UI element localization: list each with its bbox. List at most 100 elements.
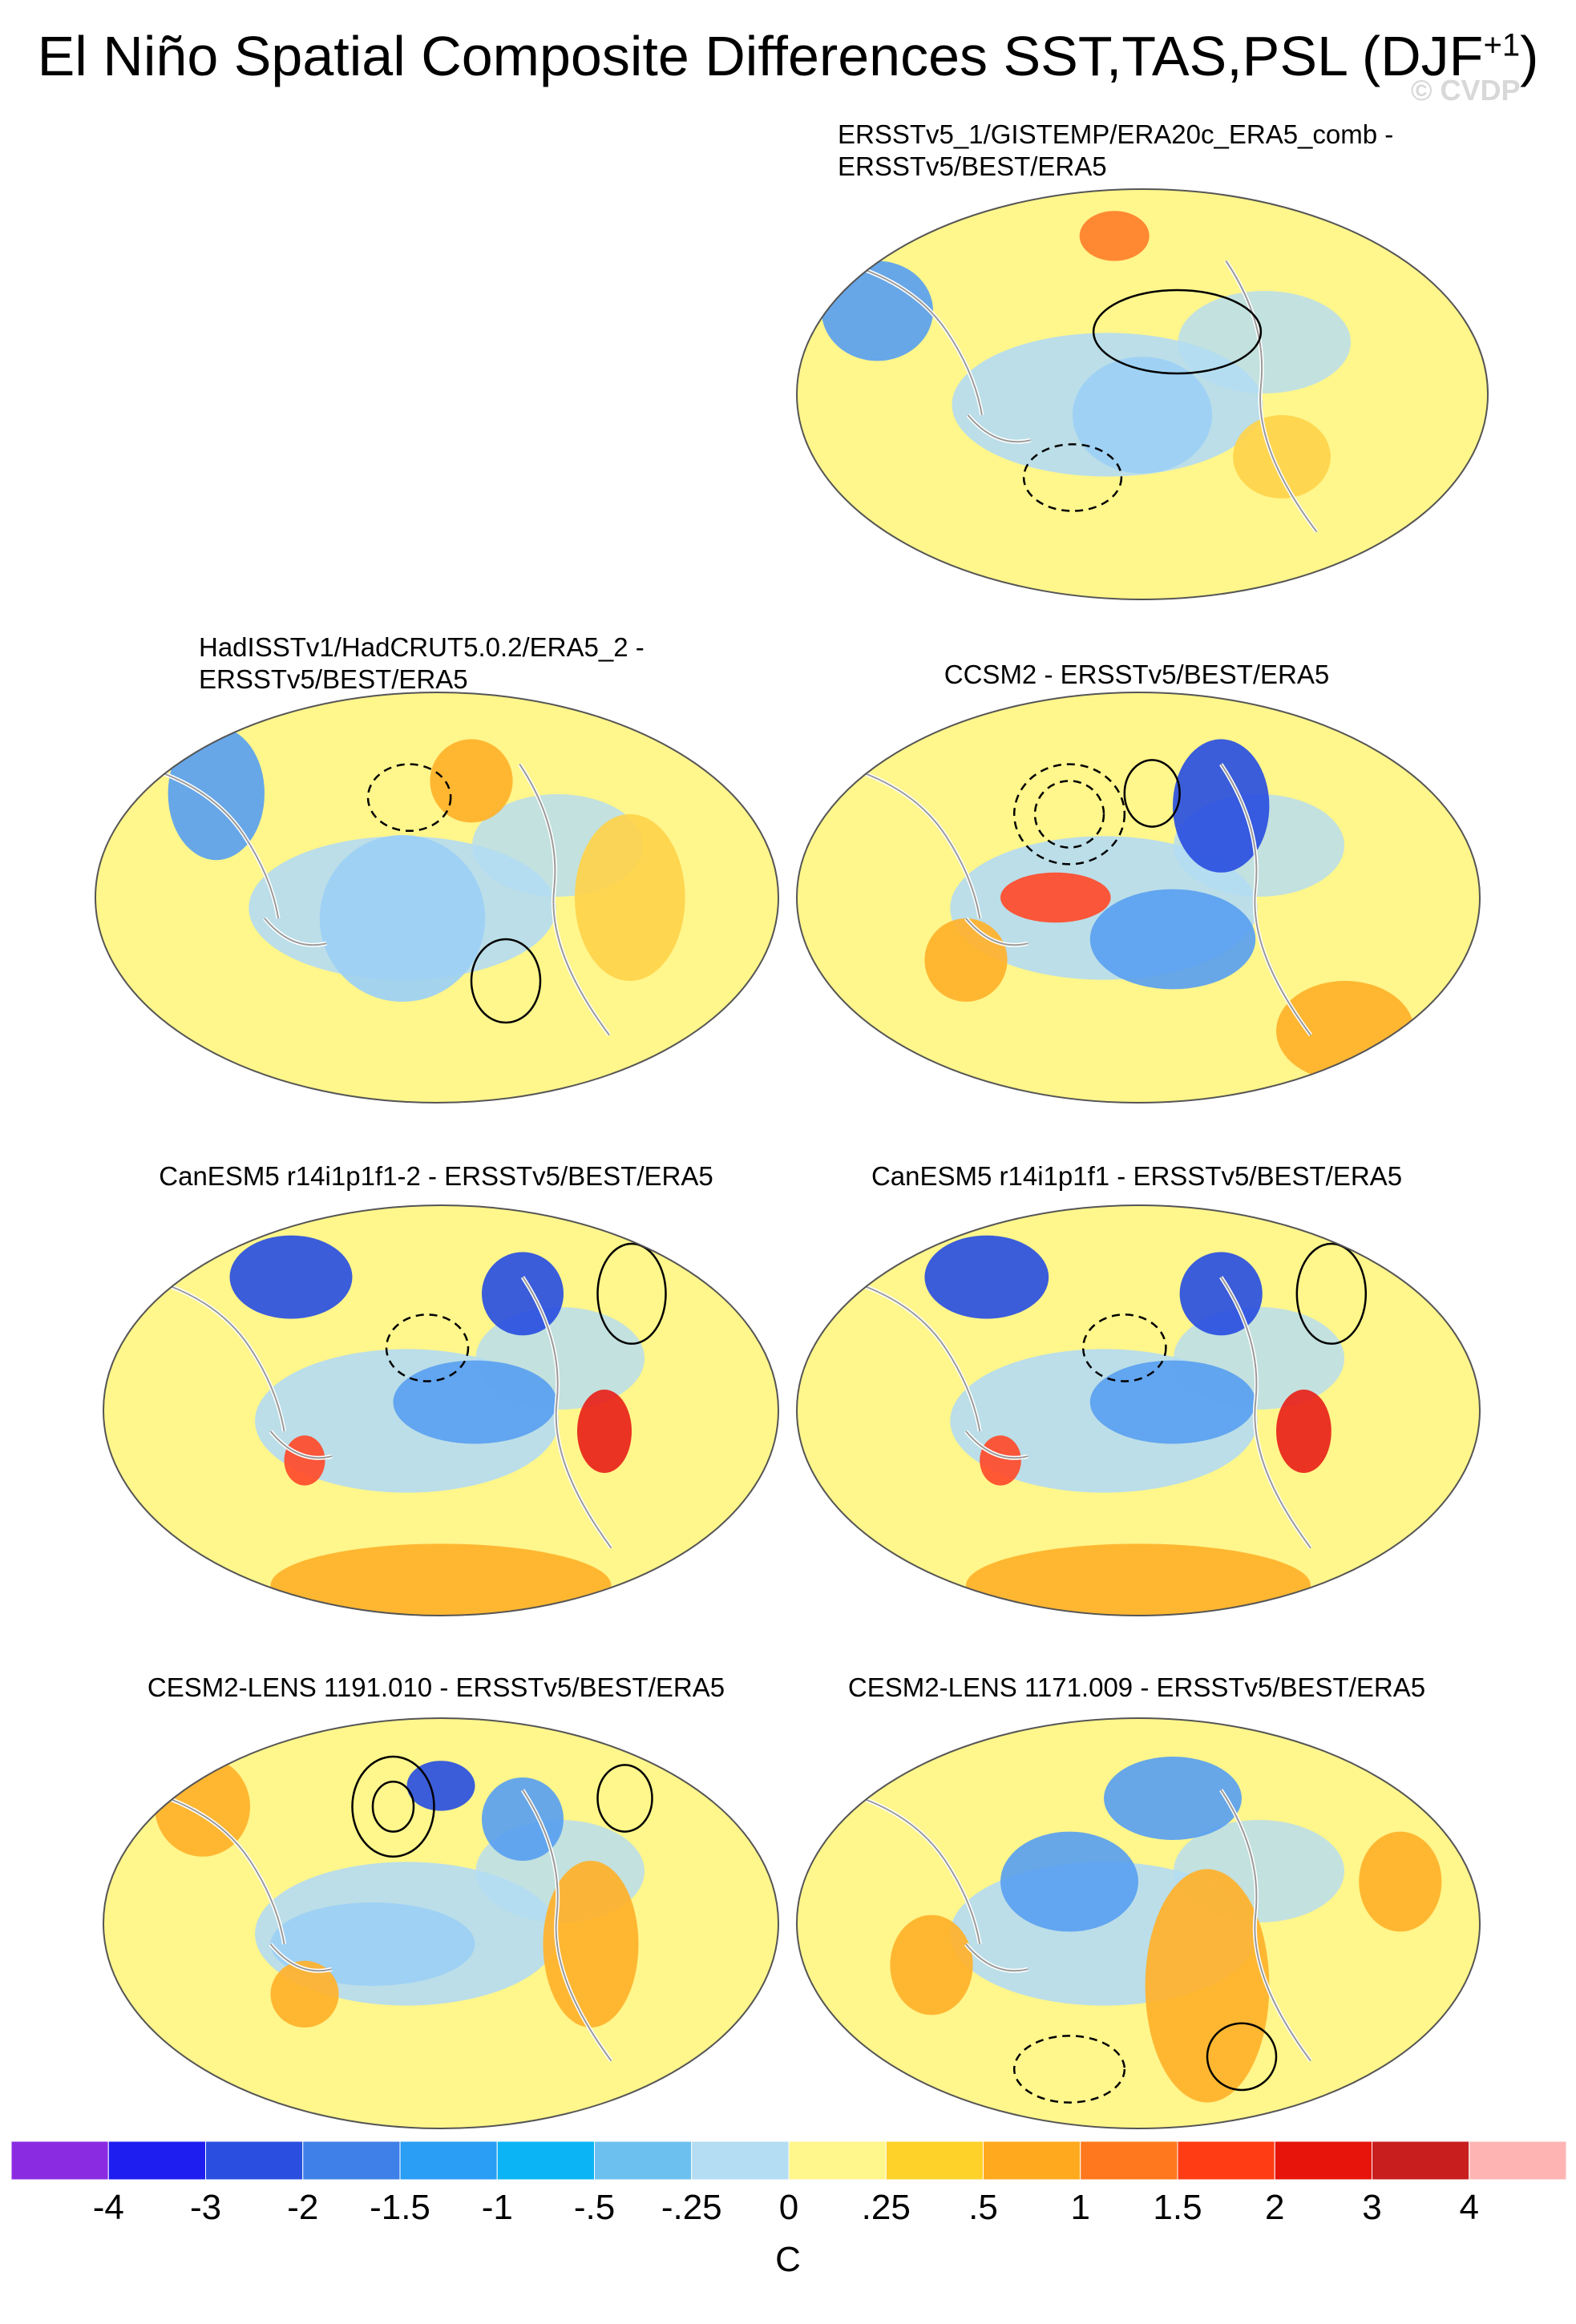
colorbar-swatch xyxy=(205,2141,304,2180)
colorbar-swatch xyxy=(594,2141,693,2180)
psl-contour xyxy=(596,1242,667,1346)
anomaly-blob xyxy=(1276,981,1414,1081)
anomaly-blob xyxy=(924,918,1008,1002)
figure-title-end: ) xyxy=(1520,25,1539,87)
panel-2-title: HadISSTv1/HadCRUT5.0.2/ERA5_2 - ERSSTv5/… xyxy=(199,631,645,696)
panel-6-map xyxy=(103,1717,779,2129)
panel-2-map xyxy=(95,692,779,1103)
panel-5-title-line1: CanESM5 r14i1p1f1 - ERSSTv5/BEST/ERA5 xyxy=(871,1161,1403,1191)
anomaly-blob xyxy=(393,1360,557,1444)
colorbar xyxy=(11,2141,1566,2180)
anomaly-blob xyxy=(577,1390,632,1473)
coastline xyxy=(160,772,280,919)
colorbar-swatch xyxy=(302,2141,401,2180)
colorbar-swatch xyxy=(691,2141,790,2180)
colorbar-tick-label: -.25 xyxy=(661,2188,722,2227)
anomaly-blob xyxy=(270,1960,339,2027)
psl-contour xyxy=(470,938,542,1024)
panel-6-title: CESM2-LENS 1191.010 - ERSSTv5/BEST/ERA5 xyxy=(147,1672,725,1704)
psl-contour xyxy=(1022,443,1123,512)
anomaly-blob xyxy=(270,1543,612,1616)
coastline xyxy=(965,1943,1028,1972)
psl-contour xyxy=(1092,288,1263,375)
panel-3-map xyxy=(796,692,1481,1103)
panel-2-title-line1: HadISSTv1/HadCRUT5.0.2/ERA5_2 - xyxy=(199,632,645,662)
map-cool-band xyxy=(1178,291,1351,393)
colorbar-tick-label: -.5 xyxy=(573,2188,616,2227)
figure-title-superscript: +1 xyxy=(1483,27,1521,63)
map-field xyxy=(95,692,778,1103)
coastline xyxy=(862,1285,981,1432)
map-field xyxy=(103,1205,778,1616)
figure-title-main: El Niño Spatial Composite Differences SS… xyxy=(37,25,1484,87)
anomaly-blob xyxy=(406,1761,475,1811)
panel-2-title-line2: ERSSTv5/BEST/ERA5 xyxy=(199,664,468,694)
panel-7-map xyxy=(796,1717,1481,2129)
colorbar-swatch xyxy=(885,2141,984,2180)
panel-7-title-line1: CESM2-LENS 1171.009 - ERSSTv5/BEST/ERA5 xyxy=(847,1672,1426,1702)
colorbar-swatch xyxy=(1177,2141,1275,2180)
anomaly-blob xyxy=(1089,889,1256,990)
psl-contour xyxy=(1033,780,1105,849)
colorbar-tick-label: -1 xyxy=(481,2188,513,2227)
anomaly-blob xyxy=(482,1252,564,1336)
anomaly-blob xyxy=(1104,1757,1242,1840)
colorbar-swatch xyxy=(1080,2141,1178,2180)
psl-contour xyxy=(1123,759,1181,828)
coastline xyxy=(862,772,981,919)
anomaly-blob xyxy=(1000,1831,1138,1932)
anomaly-blob xyxy=(319,835,486,1002)
coastline xyxy=(168,1797,285,1945)
coastline xyxy=(1225,260,1318,533)
colorbar-tick-label: 3 xyxy=(1362,2188,1382,2227)
anomaly-blob xyxy=(890,1914,973,2015)
panel-3-title: CCSM2 - ERSSTv5/BEST/ERA5 xyxy=(944,659,1329,691)
psl-contour xyxy=(596,1764,653,1833)
coastline xyxy=(264,918,327,946)
panel-3-title-line1: CCSM2 - ERSSTv5/BEST/ERA5 xyxy=(944,660,1330,689)
psl-contour xyxy=(1206,2022,1278,2092)
coastline xyxy=(522,1789,612,2062)
map-field xyxy=(103,1718,778,2128)
panel-1-title: ERSSTv5_1/GISTEMP/ERA20c_ERA5_comb - ERS… xyxy=(838,119,1393,183)
anomaly-blob xyxy=(1179,1252,1263,1336)
anomaly-blob xyxy=(430,739,513,823)
anomaly-blob xyxy=(482,1777,564,1861)
panel-7-title: CESM2-LENS 1171.009 - ERSSTv5/BEST/ERA5 xyxy=(848,1672,1425,1704)
map-border xyxy=(796,1717,1481,2129)
map-field xyxy=(797,189,1488,599)
coastline xyxy=(967,414,1032,443)
anomaly-blob xyxy=(168,726,265,861)
psl-contour xyxy=(1081,1313,1167,1382)
colorbar-tick-label: 4 xyxy=(1459,2188,1479,2227)
panel-1-title-line1: ERSSTv5_1/GISTEMP/ERA20c_ERA5_comb - xyxy=(838,119,1394,149)
colorbar-swatch xyxy=(107,2141,206,2180)
psl-contour xyxy=(371,1780,415,1833)
anomaly-blob xyxy=(966,1543,1311,1616)
colorbar-tick-label: -4 xyxy=(92,2188,124,2227)
colorbar-tick-label: .5 xyxy=(968,2188,998,2227)
cvdp-watermark: © CVDP xyxy=(1411,74,1521,107)
colorbar-tick-label: .25 xyxy=(861,2188,911,2227)
coastline xyxy=(1220,764,1311,1036)
anomaly-blob xyxy=(1233,415,1331,498)
psl-contour xyxy=(385,1313,470,1382)
colorbar-tick-label: 0 xyxy=(778,2188,799,2227)
colorbar-swatch xyxy=(1469,2141,1566,2180)
colorbar-swatch xyxy=(1372,2141,1470,2180)
colorbar-tick-label: -1.5 xyxy=(370,2188,430,2227)
panel-4-map xyxy=(103,1204,779,1616)
anomaly-blob xyxy=(1079,211,1150,261)
anomaly-blob xyxy=(270,1902,475,1986)
panel-4-title-line1: CanESM5 r14i1p1f1-2 - ERSSTv5/BEST/ERA5 xyxy=(159,1161,713,1191)
anomaly-blob xyxy=(284,1435,325,1486)
psl-contour xyxy=(1012,763,1126,865)
colorbar-unit: C xyxy=(775,2240,801,2279)
figure-title: El Niño Spatial Composite Differences SS… xyxy=(0,24,1576,88)
map-border xyxy=(103,1717,779,2129)
panel-5-title: CanESM5 r14i1p1f1 - ERSSTv5/BEST/ERA5 xyxy=(871,1160,1402,1192)
coastline xyxy=(168,1285,285,1432)
coastline xyxy=(862,1797,981,1945)
psl-contour xyxy=(1295,1242,1368,1346)
anomaly-blob xyxy=(1276,1390,1332,1473)
